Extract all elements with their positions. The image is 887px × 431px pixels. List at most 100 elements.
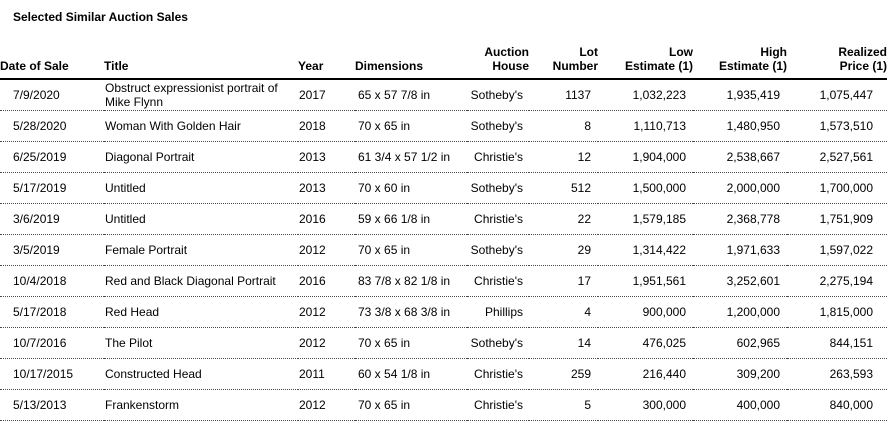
col-header-line: Lot xyxy=(579,45,598,59)
table-row: 5/28/2020 Woman With Golden Hair 2018 70 x … xyxy=(0,110,887,142)
col-header-title: Title xyxy=(104,33,298,80)
col-header-line: Number xyxy=(552,59,598,73)
table-row: 3/6/2019 Untitled 2016 59 x 66 1/8 in Christ… xyxy=(0,203,887,235)
table-row: 5/13/2013 Frankenstorm 2012 70 x 65 in Chris… xyxy=(0,389,887,421)
cell-title: Woman With Golden Hair xyxy=(104,110,298,142)
cell-lot: 17 xyxy=(529,265,598,297)
col-header-line: Dimensions xyxy=(355,59,424,73)
cell-date: 5/28/2020 xyxy=(0,110,104,142)
cell-date: 6/25/2019 xyxy=(0,141,104,173)
cell-dimensions: 83 7/8 x 82 1/8 in xyxy=(355,265,467,297)
table-row: 6/25/2019 Diagonal Portrait 2013 61 3/4 x 5… xyxy=(0,141,887,173)
cell-year: 2013 xyxy=(298,172,355,204)
cell-lot: 14 xyxy=(529,327,598,359)
cell-house: Sotheby's xyxy=(467,79,529,111)
cell-date: 10/7/2016 xyxy=(0,327,104,359)
cell-high: 1,200,000 xyxy=(693,296,787,328)
cell-date: 5/17/2019 xyxy=(0,172,104,204)
cell-year: 2016 xyxy=(298,203,355,235)
header-row: Date of Sale Title Year Dimensions Auction Ho… xyxy=(0,33,887,80)
cell-lot: 12 xyxy=(529,141,598,173)
cell-title: Untitled xyxy=(104,203,298,235)
cell-high: 2,000,000 xyxy=(693,172,787,204)
cell-realized: 1,573,510 xyxy=(787,110,887,142)
cell-realized: 1,751,909 xyxy=(787,203,887,235)
cell-low: 1,032,223 xyxy=(598,79,693,111)
cell-low: 1,579,185 xyxy=(598,203,693,235)
cell-date: 10/4/2018 xyxy=(0,265,104,297)
cell-title: Obstruct expressionist portrait of Mike … xyxy=(104,79,298,111)
col-header-date: Date of Sale xyxy=(0,33,104,80)
cell-low: 1,904,000 xyxy=(598,141,693,173)
cell-date: 5/13/2013 xyxy=(0,389,104,421)
cell-title: Red Head xyxy=(104,296,298,328)
cell-house: Christie's xyxy=(467,203,529,235)
cell-title: Constructed Head xyxy=(104,358,298,390)
cell-lot: 5 xyxy=(529,389,598,421)
cell-lot: 8 xyxy=(529,110,598,142)
col-header-line: Estimate (1) xyxy=(624,59,693,73)
cell-date: 10/17/2015 xyxy=(0,358,104,390)
cell-house: Christie's xyxy=(467,358,529,390)
cell-year: 2012 xyxy=(298,234,355,266)
col-header-line: Auction xyxy=(484,45,529,59)
cell-low: 300,000 xyxy=(598,389,693,421)
table-row: 10/4/2018 Red and Black Diagonal Portrait… xyxy=(0,265,887,297)
cell-realized: 1,075,447 xyxy=(787,79,887,111)
cell-date: 7/9/2020 xyxy=(0,79,104,111)
cell-high: 1,935,419 xyxy=(693,79,787,111)
cell-high: 2,538,667 xyxy=(693,141,787,173)
col-header-line: High xyxy=(760,45,787,59)
col-header-low: Low Estimate (1) xyxy=(598,33,693,80)
cell-title: The Pilot xyxy=(104,327,298,359)
cell-house: Christie's xyxy=(467,141,529,173)
cell-title: Diagonal Portrait xyxy=(104,141,298,173)
col-header-line: Realized xyxy=(838,45,887,59)
col-header-lot: Lot Number xyxy=(529,33,598,80)
col-header-house: Auction House xyxy=(467,33,529,80)
cell-realized: 840,000 xyxy=(787,389,887,421)
cell-high: 1,971,633 xyxy=(693,234,787,266)
col-header-line: Date of Sale xyxy=(0,59,69,73)
cell-year: 2012 xyxy=(298,389,355,421)
cell-high: 3,252,601 xyxy=(693,265,787,297)
cell-realized: 844,151 xyxy=(787,327,887,359)
cell-high: 400,000 xyxy=(693,389,787,421)
col-header-year: Year xyxy=(298,33,355,80)
cell-high: 309,200 xyxy=(693,358,787,390)
cell-year: 2011 xyxy=(298,358,355,390)
cell-dimensions: 60 x 54 1/8 in xyxy=(355,358,467,390)
cell-dimensions: 70 x 65 in xyxy=(355,234,467,266)
cell-low: 1,500,000 xyxy=(598,172,693,204)
cell-high: 602,965 xyxy=(693,327,787,359)
cell-house: Christie's xyxy=(467,265,529,297)
cell-realized: 1,815,000 xyxy=(787,296,887,328)
col-header-line: Year xyxy=(298,59,324,73)
cell-dimensions: 65 x 57 7/8 in xyxy=(355,79,467,111)
cell-year: 2016 xyxy=(298,265,355,297)
cell-date: 3/6/2019 xyxy=(0,203,104,235)
cell-date: 5/17/2018 xyxy=(0,296,104,328)
cell-realized: 1,700,000 xyxy=(787,172,887,204)
table-header: Date of Sale Title Year Dimensions Auction Ho… xyxy=(0,33,887,80)
cell-realized: 263,593 xyxy=(787,358,887,390)
cell-low: 1,314,422 xyxy=(598,234,693,266)
cell-dimensions: 73 3/8 x 68 3/8 in xyxy=(355,296,467,328)
cell-lot: 4 xyxy=(529,296,598,328)
cell-low: 1,951,561 xyxy=(598,265,693,297)
table-body: 7/9/2020 Obstruct expressionist portrait … xyxy=(0,79,887,421)
cell-lot: 29 xyxy=(529,234,598,266)
cell-low: 476,025 xyxy=(598,327,693,359)
table-row: 10/7/2016 The Pilot 2012 70 x 65 in Sotheby'… xyxy=(0,327,887,359)
col-header-high: High Estimate (1) xyxy=(693,33,787,80)
cell-date: 3/5/2019 xyxy=(0,234,104,266)
cell-title: Frankenstorm xyxy=(104,389,298,421)
cell-lot: 259 xyxy=(529,358,598,390)
cell-year: 2012 xyxy=(298,327,355,359)
cell-house: Sotheby's xyxy=(467,327,529,359)
cell-lot: 1137 xyxy=(529,79,598,111)
cell-dimensions: 59 x 66 1/8 in xyxy=(355,203,467,235)
table-row: 3/5/2019 Female Portrait 2012 70 x 65 in Sot… xyxy=(0,234,887,266)
cell-realized: 1,597,022 xyxy=(787,234,887,266)
table-row: 5/17/2019 Untitled 2013 70 x 60 in Sotheby's… xyxy=(0,172,887,204)
